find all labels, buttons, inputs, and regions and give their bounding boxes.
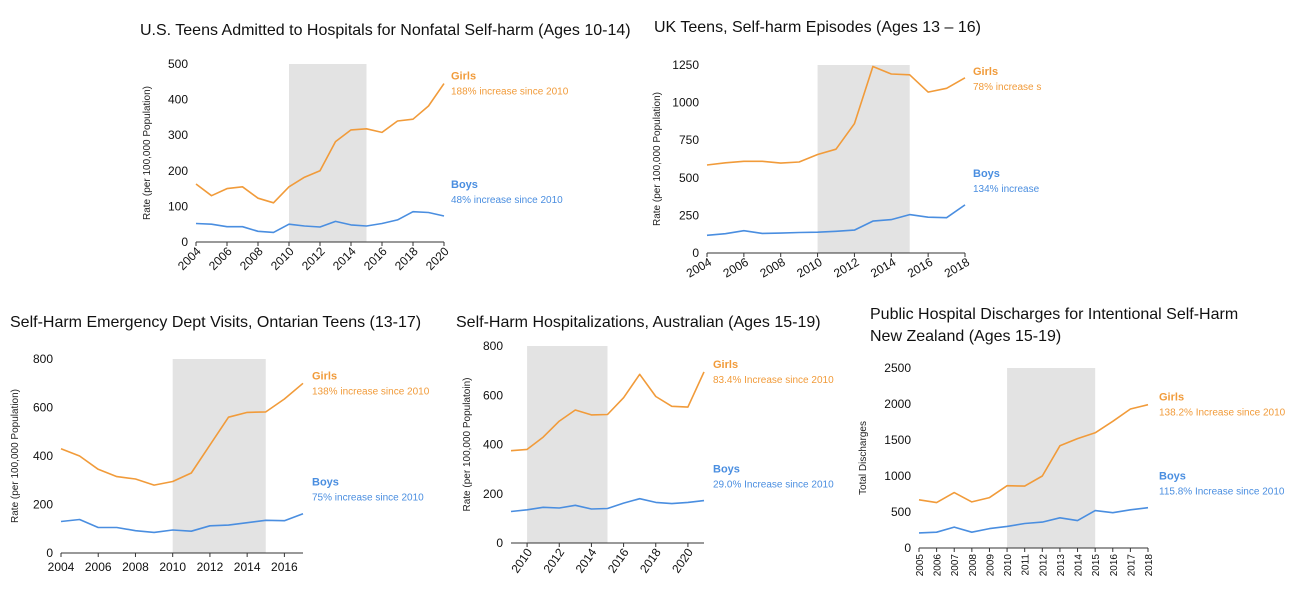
y-tick-label: 300: [168, 128, 188, 142]
x-tick-label: 2009: [985, 554, 996, 577]
series-note-boys: 29.0% Increase since 2010: [713, 480, 834, 491]
series-note-girls: 138.2% Increase since 2010: [1159, 408, 1286, 419]
x-tick-label: 2006: [933, 554, 944, 577]
x-tick-label: 2012: [1038, 554, 1049, 577]
x-tick-label: 2016: [1109, 554, 1120, 577]
x-tick-label: 2012: [197, 560, 224, 574]
y-tick-label: 1250: [672, 58, 699, 72]
y-tick-label: 400: [33, 449, 53, 463]
y-tick-label: 500: [891, 505, 911, 519]
y-tick-label: 0: [904, 541, 911, 555]
series-note-boys: 115.8% Increase since 2010: [1159, 487, 1285, 498]
y-tick-label: 200: [483, 487, 503, 501]
series-line-boys: [60, 512, 304, 534]
series-name-boys: Boys: [713, 464, 740, 476]
y-tick-label: 0: [46, 546, 53, 560]
series-line-boys: [918, 506, 1149, 534]
y-tick-label: 1000: [884, 469, 911, 483]
chart-title: UK Teens, Self-harm Episodes (Ages 13 – …: [654, 19, 981, 36]
y-axis-label: Rate (per 100,000 Population): [10, 389, 21, 523]
y-tick-label: 1000: [672, 96, 699, 110]
series-name-boys: Boys: [973, 168, 1000, 180]
series-name-boys: Boys: [312, 477, 339, 489]
x-tick-label: 2016: [271, 560, 298, 574]
x-tick-label: 2013: [1056, 554, 1067, 577]
y-tick-label: 400: [168, 93, 188, 107]
x-tick-label: 2017: [1126, 554, 1137, 577]
x-tick-label: 2008: [122, 560, 149, 574]
x-tick-label: 2011: [1021, 554, 1032, 576]
y-axis-label: Rate (per 100,000 Population): [142, 86, 153, 220]
series-name-boys: Boys: [451, 179, 478, 191]
series-line-boys: [706, 204, 966, 237]
y-tick-label: 600: [33, 401, 53, 415]
series-name-girls: Girls: [312, 370, 337, 382]
series-line-boys: [510, 497, 705, 513]
x-tick-label: 2014: [234, 560, 261, 574]
series-name-girls: Girls: [451, 71, 476, 83]
y-tick-label: 100: [168, 199, 188, 213]
series-note-girls: 138% increase since 2010: [312, 386, 430, 397]
series-note-boys: 134% increase: [973, 184, 1040, 195]
x-tick-label: 2015: [1091, 554, 1102, 577]
chart-title: Public Hospital Discharges for Intention…: [870, 306, 1239, 345]
y-tick-label: 200: [168, 164, 188, 178]
y-tick-label: 750: [679, 133, 699, 147]
y-tick-label: 0: [181, 235, 188, 249]
series-line-boys: [195, 210, 445, 234]
shaded-period: [527, 346, 608, 543]
x-tick-label: 2004: [48, 560, 75, 574]
y-axis-label: Total Discharges: [858, 421, 869, 495]
series-name-girls: Girls: [713, 359, 738, 371]
chart-title: Self-Harm Emergency Dept Visits, Ontaria…: [10, 314, 422, 331]
series-note-girls: 83.4% Increase since 2010: [713, 375, 834, 386]
series-note-girls: 78% increase s: [973, 82, 1041, 93]
series-name-girls: Girls: [973, 66, 998, 78]
chart-title: Self-Harm Hospitalizations, Australian (…: [456, 314, 821, 331]
y-tick-label: 500: [679, 171, 699, 185]
y-tick-label: 0: [692, 246, 699, 260]
y-axis-label: Rate (per 100,000 Population): [652, 92, 663, 226]
x-tick-label: 2014: [1074, 554, 1085, 577]
y-tick-label: 800: [483, 339, 503, 353]
shaded-period: [172, 359, 266, 553]
series-line-girls: [510, 371, 705, 452]
y-tick-label: 500: [168, 57, 188, 71]
series-note-boys: 75% increase since 2010: [312, 493, 424, 504]
series-line-girls: [60, 382, 304, 486]
y-tick-label: 400: [483, 438, 503, 452]
series-name-boys: Boys: [1159, 471, 1186, 483]
series-name-girls: Girls: [1159, 392, 1184, 404]
series-note-girls: 188% increase since 2010: [451, 87, 569, 98]
y-tick-label: 800: [33, 352, 53, 366]
y-tick-label: 1500: [884, 433, 911, 447]
y-tick-label: 0: [496, 536, 503, 550]
x-tick-label: 2010: [1003, 554, 1014, 577]
series-line-girls: [918, 403, 1149, 504]
x-tick-label: 2010: [159, 560, 186, 574]
x-tick-label: 2007: [950, 554, 961, 577]
shaded-period: [1007, 368, 1096, 548]
shaded-period: [289, 64, 367, 242]
x-tick-label: 2005: [915, 554, 926, 577]
y-tick-label: 200: [33, 498, 53, 512]
y-tick-label: 2500: [884, 361, 911, 375]
y-tick-label: 600: [483, 388, 503, 402]
chart-title: U.S. Teens Admitted to Hospitals for Non…: [140, 22, 631, 39]
series-note-boys: 48% increase since 2010: [451, 195, 563, 206]
x-tick-label: 2006: [85, 560, 112, 574]
y-tick-label: 250: [679, 208, 699, 222]
y-tick-label: 2000: [884, 397, 911, 411]
x-tick-label: 2018: [1144, 554, 1155, 577]
x-tick-label: 2008: [968, 554, 979, 577]
series-line-girls: [195, 83, 445, 204]
y-axis-label: Rate (per 100,000 Populatoin): [462, 378, 473, 512]
series-line-girls: [706, 65, 966, 166]
